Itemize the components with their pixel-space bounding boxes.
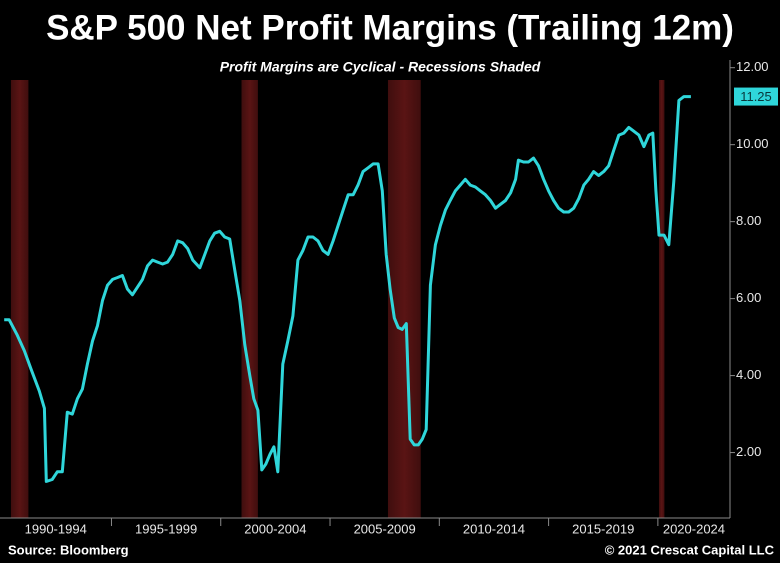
source: Source: Bloomberg [8, 542, 129, 557]
last-value-box [734, 87, 778, 106]
profit-margin-line [4, 95, 691, 483]
x-tick-label: 2005-2009 [354, 521, 416, 536]
x-tick-label: 2015-2019 [572, 521, 634, 536]
chart-subtitle: Profit Margins are Cyclical - Recessions… [220, 59, 541, 75]
last-value-label: 11.25 [740, 89, 772, 104]
y-tick-label: 4.00 [736, 367, 761, 382]
y-tick-label: 8.00 [736, 213, 761, 228]
recession-band [10, 80, 29, 518]
x-tick-label: 2010-2014 [463, 521, 525, 536]
y-tick-label: 6.00 [736, 290, 761, 305]
x-tick-label: 1990-1994 [25, 521, 87, 536]
x-tick-label: 2000-2004 [244, 521, 306, 536]
recession-band [241, 80, 258, 518]
chart-title: S&P 500 Net Profit Margins (Trailing 12m… [46, 8, 734, 47]
x-tick-label: 1995-1999 [135, 521, 197, 536]
credit: © 2021 Crescat Capital LLC [605, 542, 775, 557]
y-tick-label: 10.00 [736, 136, 769, 151]
y-tick-label: 12.00 [736, 59, 769, 74]
x-tick-label: 2020-2024 [663, 521, 725, 536]
y-tick-label: 2.00 [736, 444, 761, 459]
recession-band [658, 80, 665, 518]
